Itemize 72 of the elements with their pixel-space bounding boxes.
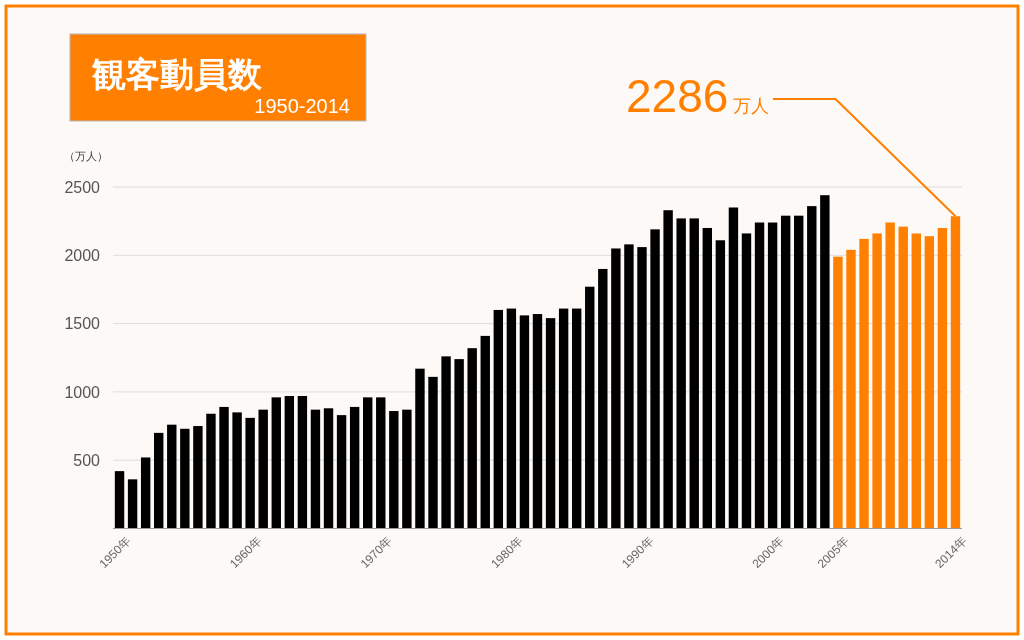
bar	[140, 457, 151, 529]
bar	[219, 406, 229, 529]
chart-title: 観客動員数	[91, 55, 263, 93]
bar	[702, 227, 712, 529]
bar	[349, 406, 360, 529]
bar	[833, 256, 843, 529]
bar	[637, 247, 647, 529]
bar	[232, 412, 242, 529]
bar	[336, 415, 347, 529]
bar	[519, 315, 530, 529]
bar	[389, 411, 399, 529]
bar	[728, 207, 739, 529]
bar	[846, 249, 856, 529]
bar	[624, 244, 634, 529]
bar	[807, 206, 817, 529]
bar	[245, 417, 255, 529]
y-tick-label: 2500	[64, 178, 101, 196]
bar	[598, 268, 608, 529]
bar	[506, 308, 517, 529]
bar	[754, 222, 765, 529]
chart-subtitle: 1950-2014	[254, 95, 350, 117]
bar	[741, 233, 752, 529]
bar	[415, 368, 425, 529]
bar	[193, 426, 203, 529]
bar	[271, 397, 281, 529]
bar	[167, 424, 177, 529]
bar	[376, 397, 386, 529]
y-tick-label: 1500	[64, 315, 101, 333]
bar	[297, 396, 308, 529]
bar	[154, 432, 164, 529]
bar	[532, 314, 543, 529]
bar	[911, 233, 921, 529]
bar	[663, 210, 673, 529]
bar	[454, 359, 464, 529]
bar	[676, 218, 686, 529]
bar	[872, 233, 882, 529]
bar	[780, 215, 791, 529]
bar	[363, 397, 373, 529]
bar	[767, 222, 778, 529]
bar	[611, 248, 621, 529]
bar	[493, 309, 504, 529]
bar	[558, 308, 569, 529]
bar	[924, 236, 935, 529]
bar	[794, 215, 804, 529]
bar	[571, 308, 582, 529]
bar	[180, 428, 190, 529]
bar	[715, 240, 726, 529]
bar	[402, 409, 412, 529]
bar	[441, 356, 451, 529]
y-axis-title: （万人）	[64, 150, 108, 162]
bar	[206, 413, 216, 529]
bar	[467, 348, 477, 529]
bar	[258, 409, 268, 529]
y-tick-label: 1000	[64, 383, 101, 401]
bar	[650, 229, 660, 529]
bar	[545, 318, 556, 529]
bar	[585, 286, 595, 529]
bar	[323, 408, 334, 529]
bar	[114, 471, 125, 529]
bar	[820, 195, 830, 529]
bar	[127, 479, 138, 529]
bar	[480, 335, 490, 529]
bar	[310, 409, 321, 529]
bar	[428, 376, 438, 529]
bar	[885, 222, 895, 529]
y-tick-label: 500	[73, 451, 101, 469]
bar	[898, 226, 908, 529]
bar	[284, 396, 295, 529]
y-tick-label: 2000	[64, 246, 101, 264]
bar	[689, 218, 699, 529]
bar	[859, 238, 869, 529]
bar	[937, 227, 948, 529]
